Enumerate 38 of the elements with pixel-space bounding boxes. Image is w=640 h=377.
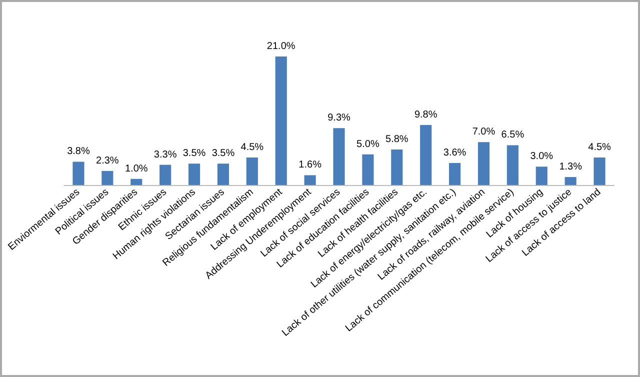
bar <box>564 177 576 185</box>
bar <box>362 154 374 185</box>
data-label: 9.3% <box>328 112 351 124</box>
data-label: 1.0% <box>124 163 148 174</box>
bar <box>188 164 200 185</box>
data-label: 3.3% <box>154 149 177 160</box>
data-label: 5.8% <box>385 134 408 146</box>
data-label: 3.8% <box>67 146 90 158</box>
data-label: 6.5% <box>501 130 524 141</box>
data-label: 1.3% <box>559 162 582 173</box>
data-label: 21.0% <box>266 40 296 52</box>
bar <box>536 166 548 185</box>
bar <box>420 125 432 185</box>
data-label: 9.8% <box>414 110 438 121</box>
bar <box>304 175 316 185</box>
bar <box>594 157 606 185</box>
data-label: 3.5% <box>182 148 206 160</box>
data-label: 2.3% <box>96 155 119 166</box>
bar <box>246 157 258 185</box>
data-label: 4.5% <box>588 142 612 153</box>
bar <box>391 150 403 185</box>
bar <box>72 162 84 185</box>
data-label: 5.0% <box>356 138 380 150</box>
data-label: 3.5% <box>212 148 235 160</box>
bar <box>102 170 114 185</box>
data-label: 3.6% <box>443 147 466 158</box>
data-label: 1.6% <box>298 160 322 171</box>
bar <box>275 56 287 185</box>
bar <box>333 128 345 185</box>
bar <box>506 145 518 185</box>
bar <box>478 142 490 185</box>
bar <box>160 164 172 185</box>
data-label: 3.0% <box>530 151 554 162</box>
data-label: 7.0% <box>472 126 496 138</box>
data-label: 4.5% <box>240 142 264 153</box>
bar <box>130 178 142 185</box>
bar <box>449 162 461 185</box>
bar <box>217 164 229 185</box>
